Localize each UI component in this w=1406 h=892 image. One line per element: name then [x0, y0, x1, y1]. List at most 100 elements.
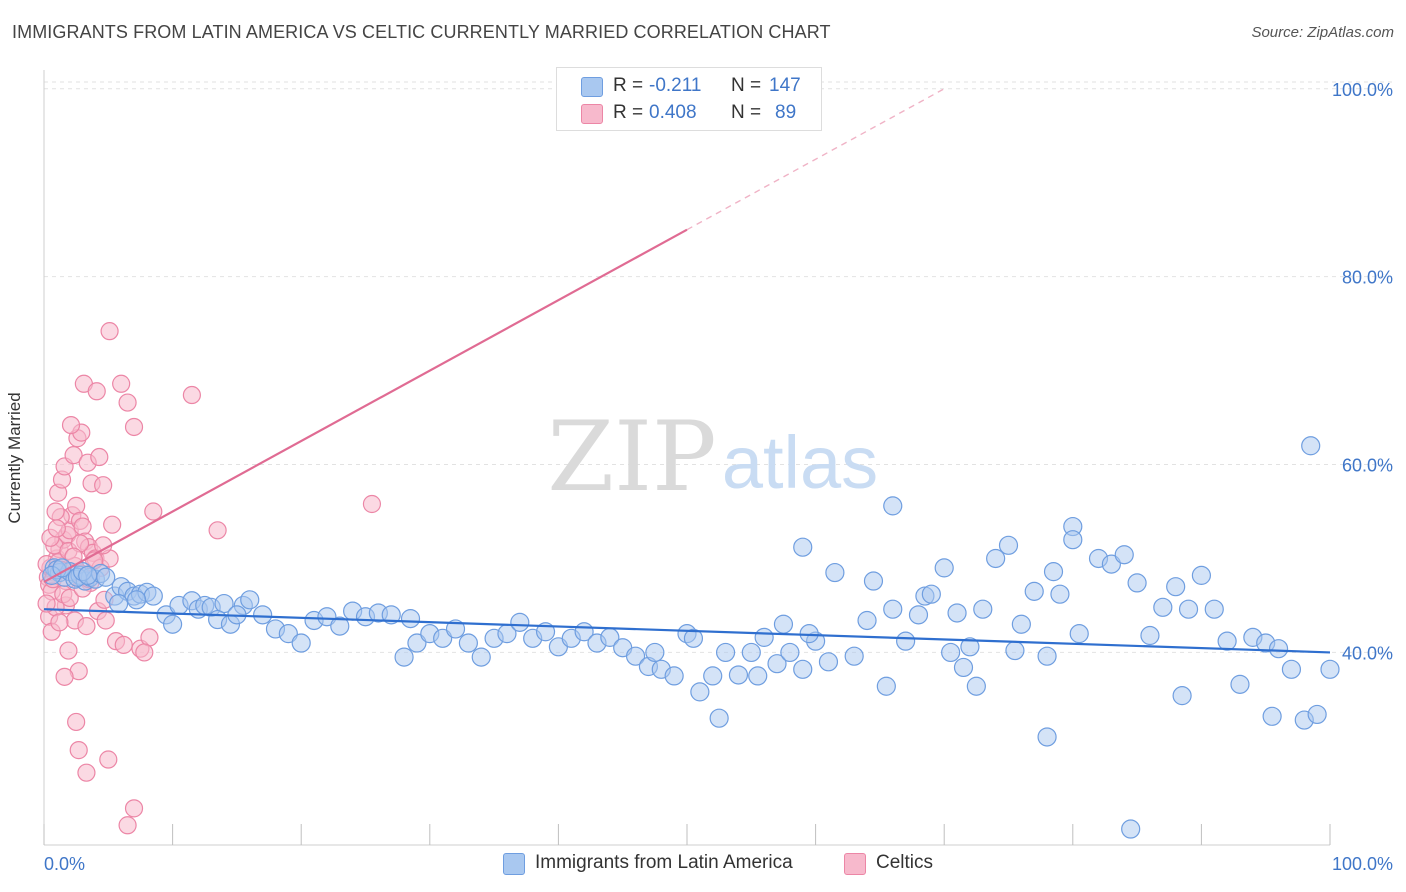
latin-america-point — [876, 676, 896, 696]
celtics-point — [124, 799, 144, 818]
latin-america-point — [645, 642, 665, 663]
latin-america-point — [96, 567, 116, 587]
celtics-point — [64, 446, 83, 465]
latin-america-point — [818, 652, 839, 672]
tick-labels: 40.0% 60.0% 80.0% 100.0% 0.0% 100.0% — [44, 80, 1393, 874]
latin-america-point — [78, 565, 98, 585]
latin-america-point — [709, 708, 729, 728]
legend-r-label: R = — [613, 75, 644, 96]
latin-america-point — [1037, 727, 1057, 747]
celtics-point — [59, 641, 78, 660]
latin-america-point — [445, 619, 466, 639]
legend-n-value: 147 — [769, 75, 801, 96]
celtics-point — [144, 502, 163, 521]
latin-america-point — [767, 654, 787, 674]
latin-america-point — [793, 537, 813, 557]
x-tick-label-max: 100.0% — [1332, 854, 1393, 874]
latin-america-point — [1217, 631, 1237, 651]
latin-america-point — [986, 548, 1006, 569]
celtics-point — [94, 476, 113, 495]
correlation-legend: R = -0.211 N = 147 R = 0.408 N = 89 — [556, 67, 822, 131]
y-tick-label: 40.0% — [1342, 643, 1393, 663]
latin-america-point — [1320, 659, 1340, 679]
latin-america-point — [1172, 686, 1192, 706]
latin-america-point — [143, 586, 163, 606]
latin-america-point — [381, 605, 401, 625]
latin-america-point — [400, 609, 421, 629]
latin-america-points — [42, 436, 1340, 839]
latin-america-point — [863, 571, 884, 591]
latin-america-point — [960, 637, 980, 657]
celtics-point — [100, 322, 119, 341]
celtics-point — [118, 393, 137, 412]
celtics-point — [37, 594, 56, 613]
bottom-legend-swatch-pink — [844, 853, 866, 875]
latin-america-point — [780, 642, 800, 663]
axes — [43, 70, 1331, 846]
watermark-zip: ZIP — [547, 401, 716, 513]
latin-america-point — [683, 628, 704, 648]
y-axis-label: Currently Married — [5, 392, 24, 524]
latin-america-point — [921, 584, 941, 604]
latin-america-point — [715, 642, 736, 663]
legend-r-label: R = — [613, 102, 644, 123]
latin-america-point — [510, 612, 530, 632]
latin-america-trend-line — [43, 608, 1331, 654]
latin-america-point — [1043, 562, 1064, 582]
latin-america-point — [1050, 584, 1070, 604]
latin-america-point — [703, 666, 723, 686]
latin-america-point — [1101, 554, 1121, 574]
latin-america-point — [1005, 640, 1025, 661]
latin-america-point — [1191, 565, 1212, 585]
celtics-point — [67, 712, 86, 732]
latin-america-point — [947, 603, 967, 623]
latin-america-point — [394, 647, 414, 667]
celtics-point — [69, 741, 88, 760]
latin-america-point — [953, 657, 974, 678]
latin-america-point — [883, 496, 903, 516]
celtics-point — [67, 496, 86, 515]
latin-america-point — [748, 666, 768, 686]
celtics-point — [46, 502, 65, 521]
latin-america-point — [844, 646, 864, 666]
watermark: ZIP atlas — [547, 401, 878, 513]
latin-america-point — [754, 627, 774, 647]
latin-america-point — [728, 665, 749, 685]
latin-america-point — [278, 624, 298, 644]
celtics-point — [77, 763, 96, 782]
latin-america-point — [934, 558, 954, 578]
latin-america-point — [317, 607, 337, 627]
latin-america-point — [240, 590, 260, 610]
latin-america-point — [690, 682, 710, 702]
y-tick-label: 80.0% — [1342, 268, 1393, 288]
legend-swatch-pink — [581, 104, 603, 124]
celtics-point — [135, 643, 154, 662]
latin-america-point — [998, 535, 1019, 555]
latin-america-point — [458, 633, 478, 653]
latin-america-point — [407, 633, 427, 653]
celtics-point — [124, 417, 144, 437]
bottom-legend-label: Celtics — [876, 852, 934, 873]
latin-america-point — [330, 616, 350, 636]
latin-america-point — [941, 642, 961, 663]
latin-america-point — [471, 647, 491, 667]
bottom-legend-swatch-blue — [503, 853, 525, 875]
celtics-point — [182, 385, 201, 405]
latin-america-point — [1121, 819, 1141, 839]
latin-america-point — [163, 614, 183, 634]
celtics-point — [47, 519, 66, 538]
latin-america-point — [1301, 436, 1321, 456]
latin-america-point — [908, 605, 929, 625]
latin-america-point — [1262, 706, 1282, 726]
trend-lines — [43, 88, 1331, 654]
celtics-point — [77, 617, 96, 636]
celtics-point — [103, 515, 122, 534]
latin-america-point — [825, 562, 845, 583]
latin-america-point — [433, 628, 453, 648]
latin-america-point — [291, 633, 311, 653]
celtics-trend-extension — [686, 88, 945, 231]
latin-america-point — [1063, 530, 1083, 550]
celtics-point — [61, 415, 81, 435]
latin-america-point — [1024, 581, 1044, 601]
